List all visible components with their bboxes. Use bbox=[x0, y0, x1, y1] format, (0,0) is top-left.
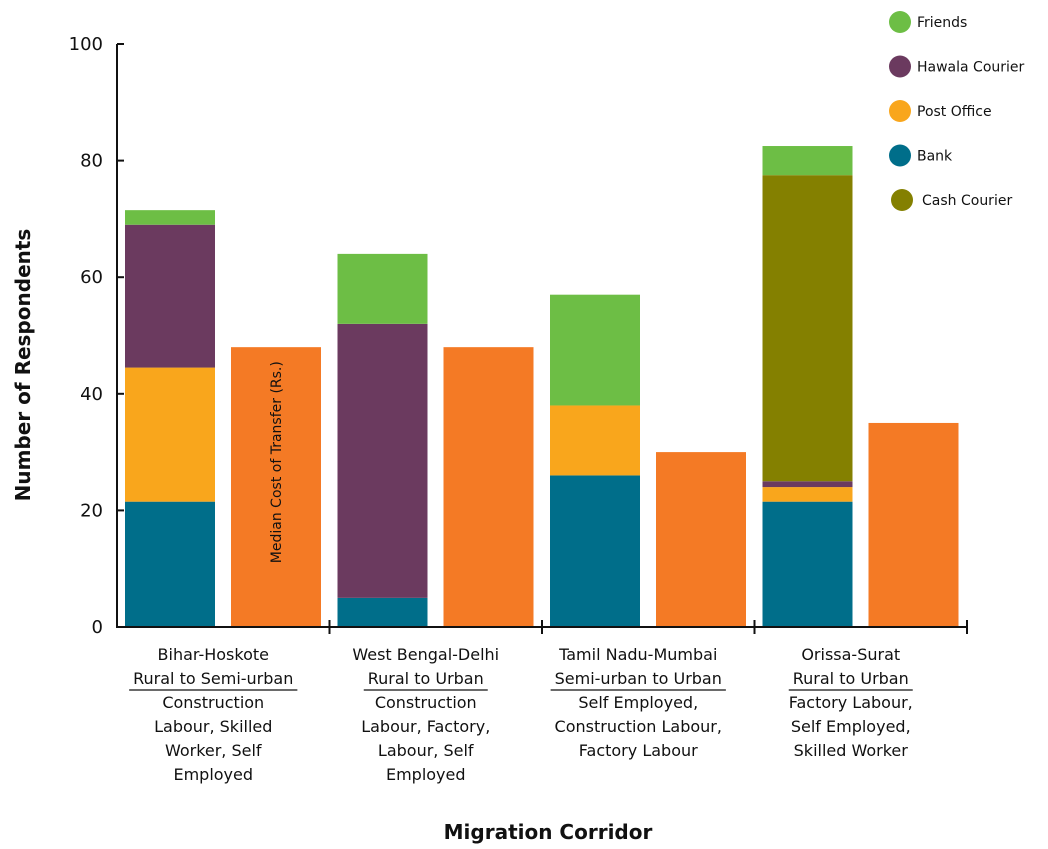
y-ticks: 0 20 40 60 80 100 bbox=[69, 34, 124, 638]
category-occupation-2-0: Self Employed, bbox=[578, 693, 698, 712]
category-corridor-2: Tamil Nadu-Mumbai bbox=[558, 645, 717, 664]
legend: Friends Hawala Courier Post Office Bank Cash… bbox=[889, 11, 1025, 211]
bar-hawala-courier-0 bbox=[125, 225, 215, 368]
category-occupation-0-3: Employed bbox=[173, 765, 253, 784]
category-route-1: Rural to Urban bbox=[368, 669, 484, 688]
bar-median-cost-1 bbox=[444, 347, 534, 627]
bar-median-cost-2 bbox=[656, 452, 746, 627]
category-occupation-1-0: Construction bbox=[375, 693, 477, 712]
category-occupation-3-1: Self Employed, bbox=[791, 717, 911, 736]
category-occupation-3-0: Factory Labour, bbox=[789, 693, 913, 712]
bar-friends-2 bbox=[550, 295, 640, 406]
y-tick-label-60: 60 bbox=[80, 267, 103, 288]
bar-post-office-0 bbox=[125, 368, 215, 502]
y-tick-label-40: 40 bbox=[80, 384, 103, 405]
category-corridor-0: Bihar-Hoskote bbox=[158, 645, 269, 664]
y-tick-label-80: 80 bbox=[80, 151, 103, 172]
category-occupation-2-2: Factory Labour bbox=[579, 741, 698, 760]
category-occupation-1-1: Labour, Factory, bbox=[361, 717, 490, 736]
y-tick-label-100: 100 bbox=[69, 34, 103, 55]
bar-bank-2 bbox=[550, 475, 640, 627]
bar-bank-3 bbox=[763, 502, 853, 627]
bar-cash-courier-3 bbox=[763, 175, 853, 481]
category-corridor-3: Orissa-Surat bbox=[801, 645, 900, 664]
category-route-0: Rural to Semi-urban bbox=[133, 669, 293, 688]
legend-label-post-office: Post Office bbox=[917, 104, 992, 120]
category-route-2: Semi-urban to Urban bbox=[555, 669, 722, 688]
y-tick-label-20: 20 bbox=[80, 500, 103, 521]
category-labels: Bihar-Hoskote Rural to Semi-urban Construc… bbox=[129, 645, 913, 784]
legend-swatch-cash-courier bbox=[891, 189, 913, 211]
bar-hawala-courier-1 bbox=[338, 324, 428, 598]
bar-hawala-courier-3 bbox=[763, 481, 853, 487]
category-corridor-1: West Bengal-Delhi bbox=[352, 645, 499, 664]
x-axis-title: Migration Corridor bbox=[444, 820, 653, 844]
category-occupation-2-1: Construction Labour, bbox=[555, 717, 722, 736]
y-axis-title: Number of Respondents bbox=[11, 229, 35, 502]
category-occupation-1-2: Labour, Self bbox=[378, 741, 474, 760]
bar-friends-0 bbox=[125, 210, 215, 225]
legend-swatch-bank bbox=[889, 145, 911, 167]
median-cost-label: Median Cost of Transfer (Rs.) bbox=[269, 361, 285, 563]
bar-bank-1 bbox=[338, 598, 428, 627]
category-occupation-0-0: Construction bbox=[162, 693, 264, 712]
legend-swatch-friends bbox=[889, 11, 911, 33]
legend-label-hawala-courier: Hawala Courier bbox=[917, 60, 1025, 76]
legend-swatch-hawala-courier bbox=[889, 56, 911, 78]
legend-label-friends: Friends bbox=[917, 15, 967, 31]
bar-friends-1 bbox=[338, 254, 428, 324]
bars-group: Median Cost of Transfer (Rs.) bbox=[125, 146, 959, 627]
category-occupation-1-3: Employed bbox=[386, 765, 466, 784]
category-route-3: Rural to Urban bbox=[793, 669, 909, 688]
bar-post-office-3 bbox=[763, 487, 853, 502]
bar-median-cost-3 bbox=[869, 423, 959, 627]
bar-post-office-2 bbox=[550, 405, 640, 475]
legend-label-cash-courier: Cash Courier bbox=[922, 193, 1012, 209]
category-occupation-0-2: Worker, Self bbox=[165, 741, 262, 760]
category-occupation-3-2: Skilled Worker bbox=[794, 741, 909, 760]
y-tick-label-0: 0 bbox=[92, 617, 103, 638]
legend-swatch-post-office bbox=[889, 100, 911, 122]
category-occupation-0-1: Labour, Skilled bbox=[154, 717, 272, 736]
legend-label-bank: Bank bbox=[917, 149, 953, 165]
bar-friends-3 bbox=[763, 146, 853, 175]
bar-bank-0 bbox=[125, 502, 215, 627]
